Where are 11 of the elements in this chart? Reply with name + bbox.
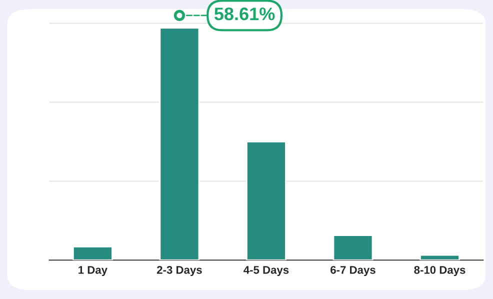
bar [332,234,374,260]
x-tick-label: 4-5 Days [244,266,289,276]
x-tick-label: 6-7 Days [330,266,376,276]
bar [420,254,460,260]
x-tick-label: 2-3 Days [156,266,202,276]
annotation: 58.61% [214,8,275,20]
x-tick-label: 1 Day [78,266,108,276]
bar [159,27,200,260]
x-tick-label: 8-10 Days [414,266,466,276]
bar [72,246,113,260]
bar [246,141,286,260]
